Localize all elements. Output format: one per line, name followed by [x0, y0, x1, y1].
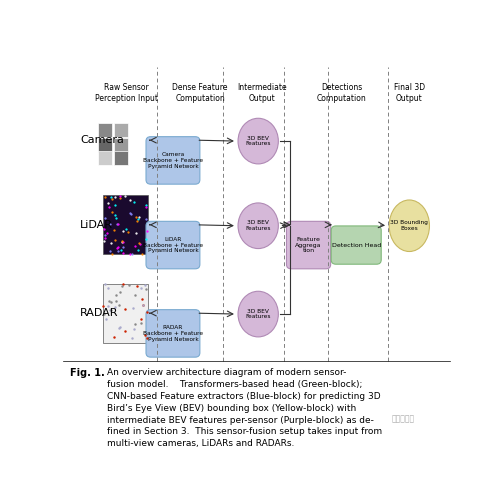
FancyBboxPatch shape [146, 137, 200, 184]
FancyBboxPatch shape [114, 123, 128, 137]
Text: LiDAR
Backbone + Feature
Pyramid Network: LiDAR Backbone + Feature Pyramid Network [143, 237, 203, 253]
FancyBboxPatch shape [331, 226, 381, 264]
Text: Detections
Computation: Detections Computation [316, 83, 366, 102]
FancyBboxPatch shape [103, 284, 148, 343]
Text: Fig. 1.: Fig. 1. [70, 369, 105, 379]
Ellipse shape [389, 200, 430, 251]
FancyBboxPatch shape [98, 138, 112, 152]
Ellipse shape [238, 291, 279, 337]
Text: Final 3D
Output: Final 3D Output [394, 83, 425, 102]
Text: Raw Sensor
Perception Input: Raw Sensor Perception Input [95, 83, 158, 102]
FancyBboxPatch shape [146, 221, 200, 269]
Text: LiDAR: LiDAR [80, 220, 113, 230]
Text: 智驾最前沿: 智驾最前沿 [392, 414, 415, 424]
Ellipse shape [238, 203, 279, 249]
FancyBboxPatch shape [114, 138, 128, 152]
FancyBboxPatch shape [98, 123, 112, 137]
Text: An overview architecture diagram of modern sensor-
fusion model.    Transformers: An overview architecture diagram of mode… [107, 369, 382, 448]
FancyBboxPatch shape [98, 151, 112, 165]
Text: Dense Feature
Computation: Dense Feature Computation [172, 83, 228, 102]
FancyBboxPatch shape [114, 151, 128, 165]
Text: RADAR: RADAR [80, 308, 118, 318]
Text: 3D BEV
Features: 3D BEV Features [246, 136, 271, 146]
Text: 3D BEV
Features: 3D BEV Features [246, 220, 271, 231]
Text: 3D BEV
Features: 3D BEV Features [246, 309, 271, 319]
FancyBboxPatch shape [146, 310, 200, 357]
Text: Camera: Camera [80, 135, 124, 145]
FancyBboxPatch shape [286, 221, 331, 269]
Ellipse shape [238, 118, 279, 164]
FancyBboxPatch shape [103, 196, 148, 254]
Text: Detection Head: Detection Head [332, 242, 381, 248]
Text: Intermediate
Output: Intermediate Output [238, 83, 287, 102]
Text: Camera
Backbone + Feature
Pyramid Network: Camera Backbone + Feature Pyramid Networ… [143, 152, 203, 169]
Text: 3D Bounding
Boxes: 3D Bounding Boxes [390, 220, 428, 231]
Text: RADAR
Backbone + Feature
Pyramid Network: RADAR Backbone + Feature Pyramid Network [143, 325, 203, 342]
Text: Feature
Aggrega
tion: Feature Aggrega tion [296, 237, 322, 253]
